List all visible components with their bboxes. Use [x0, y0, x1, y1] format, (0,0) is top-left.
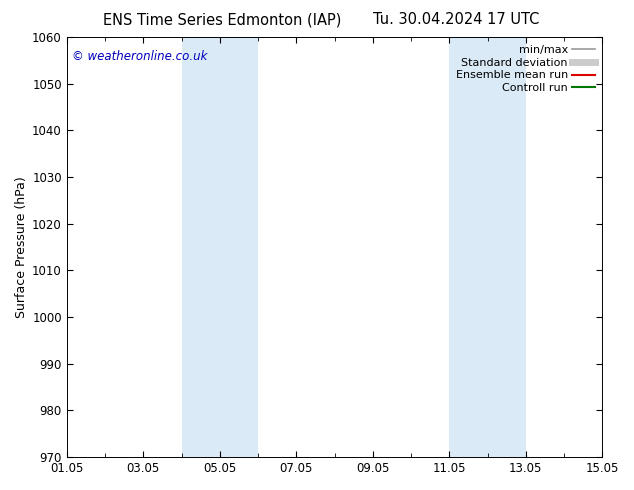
Text: Tu. 30.04.2024 17 UTC: Tu. 30.04.2024 17 UTC	[373, 12, 540, 27]
Bar	[450, 37, 526, 457]
Text: © weatheronline.co.uk: © weatheronline.co.uk	[72, 50, 207, 63]
Bar	[181, 37, 258, 457]
Text: ENS Time Series Edmonton (IAP): ENS Time Series Edmonton (IAP)	[103, 12, 341, 27]
Legend: min/max, Standard deviation, Ensemble mean run, Controll run: min/max, Standard deviation, Ensemble me…	[451, 41, 599, 98]
Y-axis label: Surface Pressure (hPa): Surface Pressure (hPa)	[15, 176, 28, 318]
